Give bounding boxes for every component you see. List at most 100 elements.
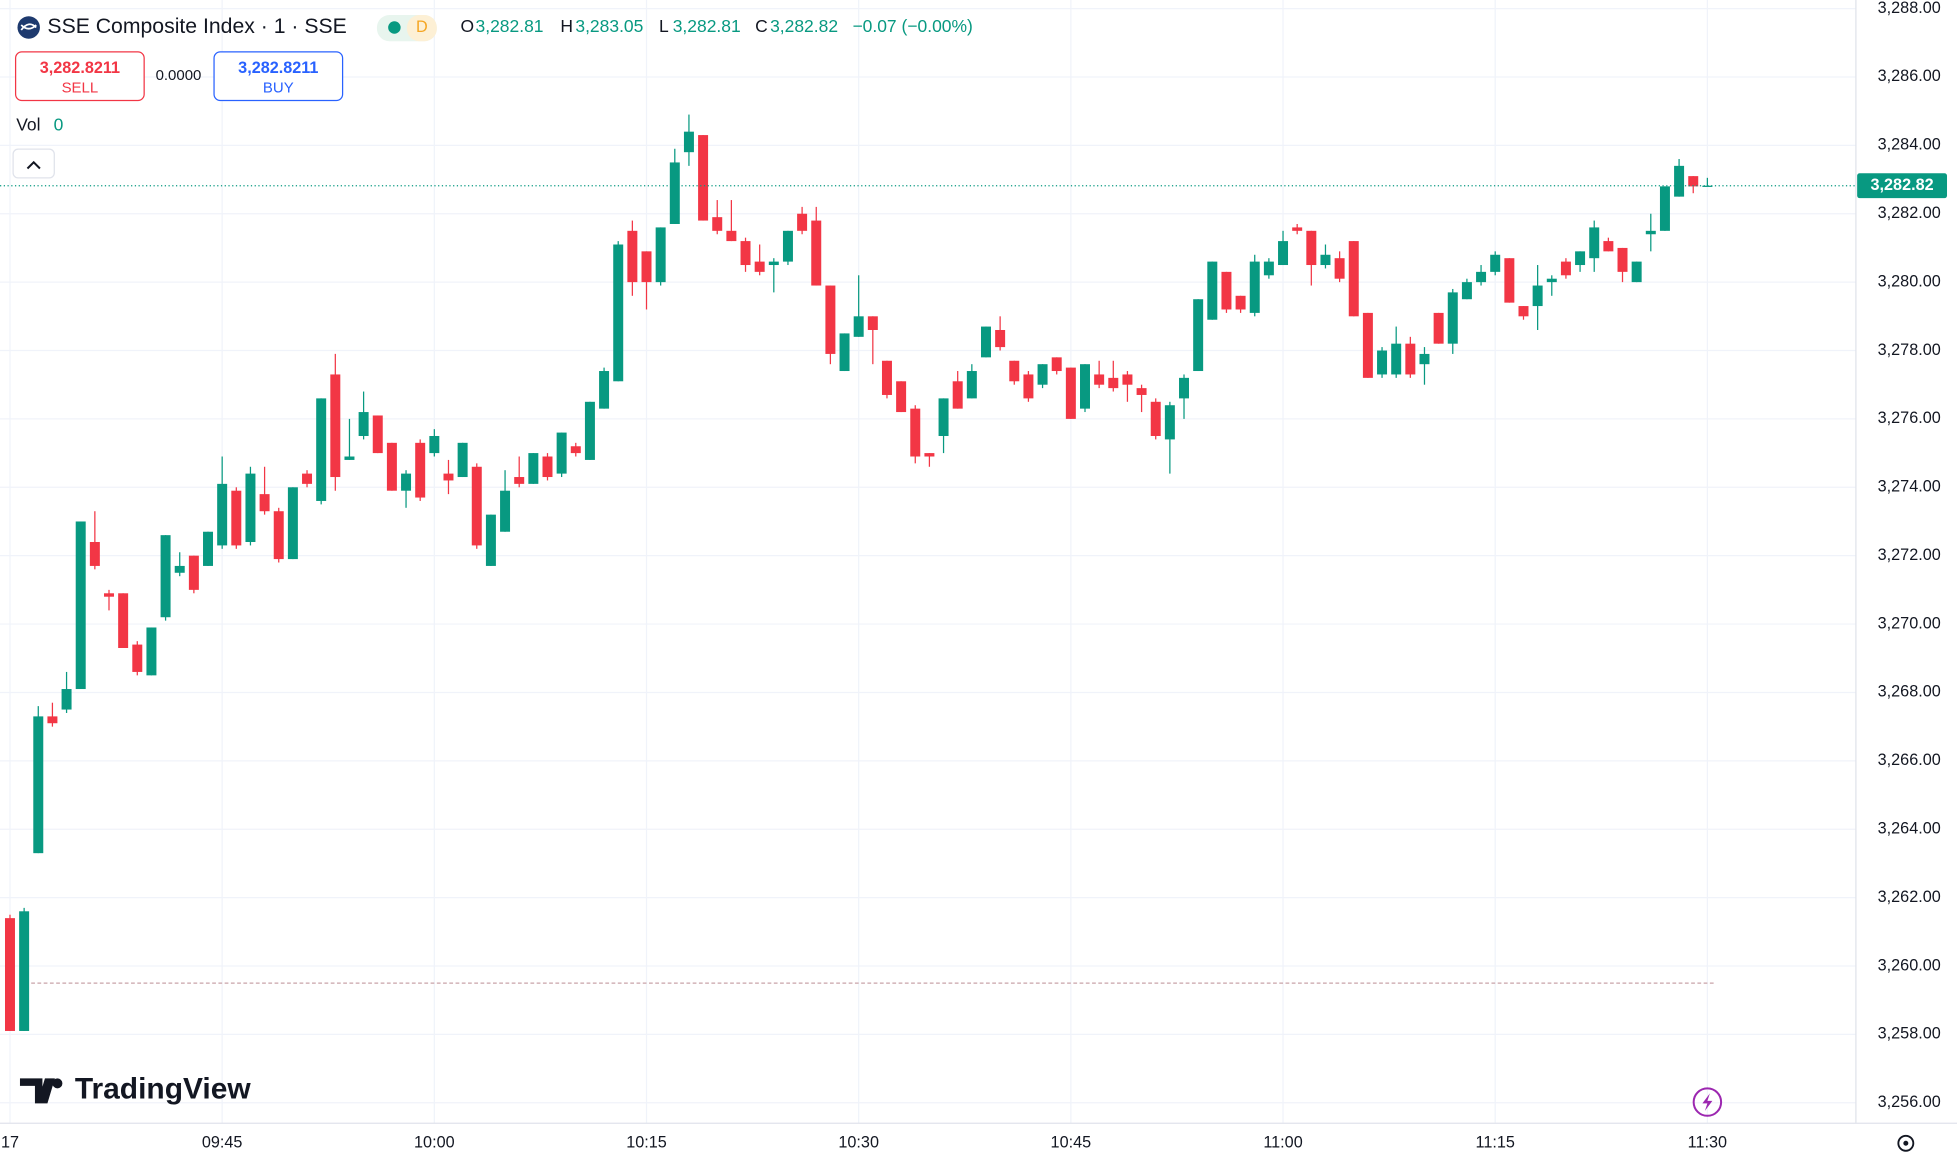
candle-body: [132, 644, 143, 672]
candle-body: [669, 162, 680, 224]
candle-body: [683, 131, 694, 153]
candle-body: [259, 494, 270, 512]
candle-body: [47, 716, 58, 724]
candle-body: [1518, 306, 1529, 317]
candle-body: [1532, 285, 1543, 307]
y-tick-label: 3,272.00: [1878, 546, 1941, 564]
candle-body: [825, 285, 836, 354]
symbol-logo[interactable]: [17, 16, 40, 39]
buy-button[interactable]: [213, 51, 344, 102]
candle-body: [19, 911, 30, 1031]
candle-body: [797, 213, 808, 231]
candle-body: [429, 435, 440, 454]
candle-body: [613, 244, 624, 382]
candle-body: [896, 381, 907, 413]
last-price-tag: [1857, 173, 1948, 199]
candle-body: [1589, 227, 1600, 259]
x-tick-label: 10:30: [838, 1134, 879, 1152]
y-tick-label: 3,256.00: [1878, 1093, 1941, 1111]
candle-body: [1476, 271, 1487, 283]
candle-body: [556, 432, 567, 474]
candle-body: [287, 487, 298, 560]
candle-body: [514, 477, 525, 484]
y-tick-label: 3,288.00: [1878, 0, 1941, 17]
candle-body: [1292, 227, 1303, 231]
candle-body: [1278, 241, 1289, 266]
sell-button[interactable]: [14, 51, 145, 102]
candle-body: [1164, 405, 1175, 440]
candle-body: [485, 514, 496, 566]
candle-body: [372, 415, 383, 454]
candle-body: [1009, 360, 1020, 382]
y-tick-label: 3,268.00: [1878, 683, 1941, 701]
symbol-title[interactable]: SSE Composite Index · 1 · SSE: [47, 15, 346, 38]
candle-body: [754, 261, 765, 272]
candle-body: [1334, 258, 1345, 279]
candle-body: [1037, 364, 1048, 385]
candle-body: [1193, 299, 1204, 372]
candle-body: [811, 220, 822, 286]
y-tick-label: 3,274.00: [1878, 478, 1941, 496]
candle-body: [599, 371, 610, 409]
candle-body: [910, 408, 921, 457]
candle-body: [1221, 271, 1232, 310]
close-value: 3,282.82: [770, 16, 838, 36]
candle-body: [726, 230, 737, 242]
candle-body: [839, 333, 850, 372]
candle-body: [302, 473, 313, 484]
status-dot: [388, 21, 401, 34]
settings-icon-center: [1903, 1140, 1909, 1146]
sell-label: SELL: [62, 80, 99, 97]
settings-icon[interactable]: [1897, 1134, 1915, 1152]
candle-body: [584, 401, 595, 460]
y-tick-label: 3,266.00: [1878, 751, 1941, 769]
candle-body: [443, 473, 454, 481]
candle-body: [782, 230, 793, 262]
candle-body: [980, 326, 991, 358]
symbol-logo-glyph: [20, 23, 37, 31]
candle-body: [1136, 388, 1147, 395]
candle-body: [641, 251, 652, 283]
badge-label: D: [416, 18, 428, 36]
candle-body: [1688, 176, 1699, 187]
candle-body: [712, 217, 723, 231]
chevron-icon: [26, 160, 41, 170]
x-tick-label: 11:30: [1688, 1134, 1727, 1152]
candle-body: [952, 381, 963, 409]
candle-body: [1023, 374, 1034, 399]
candle-body: [245, 473, 256, 542]
candle-body: [1645, 230, 1656, 235]
candle-body: [853, 316, 864, 337]
close-label: C: [755, 16, 768, 36]
candle-body: [740, 241, 751, 266]
high-value: 3,283.05: [575, 16, 643, 36]
branding-text[interactable]: TradingView: [75, 1073, 252, 1106]
candle-body: [1702, 185, 1713, 187]
candle-body: [570, 446, 581, 454]
candle-body: [1617, 247, 1628, 272]
plot: [0, 114, 1856, 1031]
y-tick-label: 3,280.00: [1878, 272, 1941, 290]
candle-body: [61, 689, 72, 710]
candle-body: [231, 490, 242, 546]
candle-body: [1391, 343, 1402, 375]
candle-body: [1362, 312, 1373, 378]
y-tick-label: 3,262.00: [1878, 888, 1941, 906]
candle-body: [1094, 374, 1105, 385]
candle-body: [938, 398, 949, 436]
alert-icon[interactable]: [1692, 1087, 1723, 1117]
y-tick-label: 3,270.00: [1878, 614, 1941, 632]
candle-body: [698, 135, 709, 221]
high-label: H: [560, 16, 573, 36]
candle-body: [401, 473, 412, 491]
candle-body: [1490, 254, 1501, 272]
candle-body: [1108, 377, 1119, 389]
candle-body: [471, 466, 482, 546]
candle-body: [1560, 261, 1571, 276]
candle-body: [330, 374, 341, 478]
candle-body: [344, 456, 355, 460]
last-price-label: 3,282.82: [1871, 176, 1934, 194]
low-label: L: [659, 16, 669, 36]
